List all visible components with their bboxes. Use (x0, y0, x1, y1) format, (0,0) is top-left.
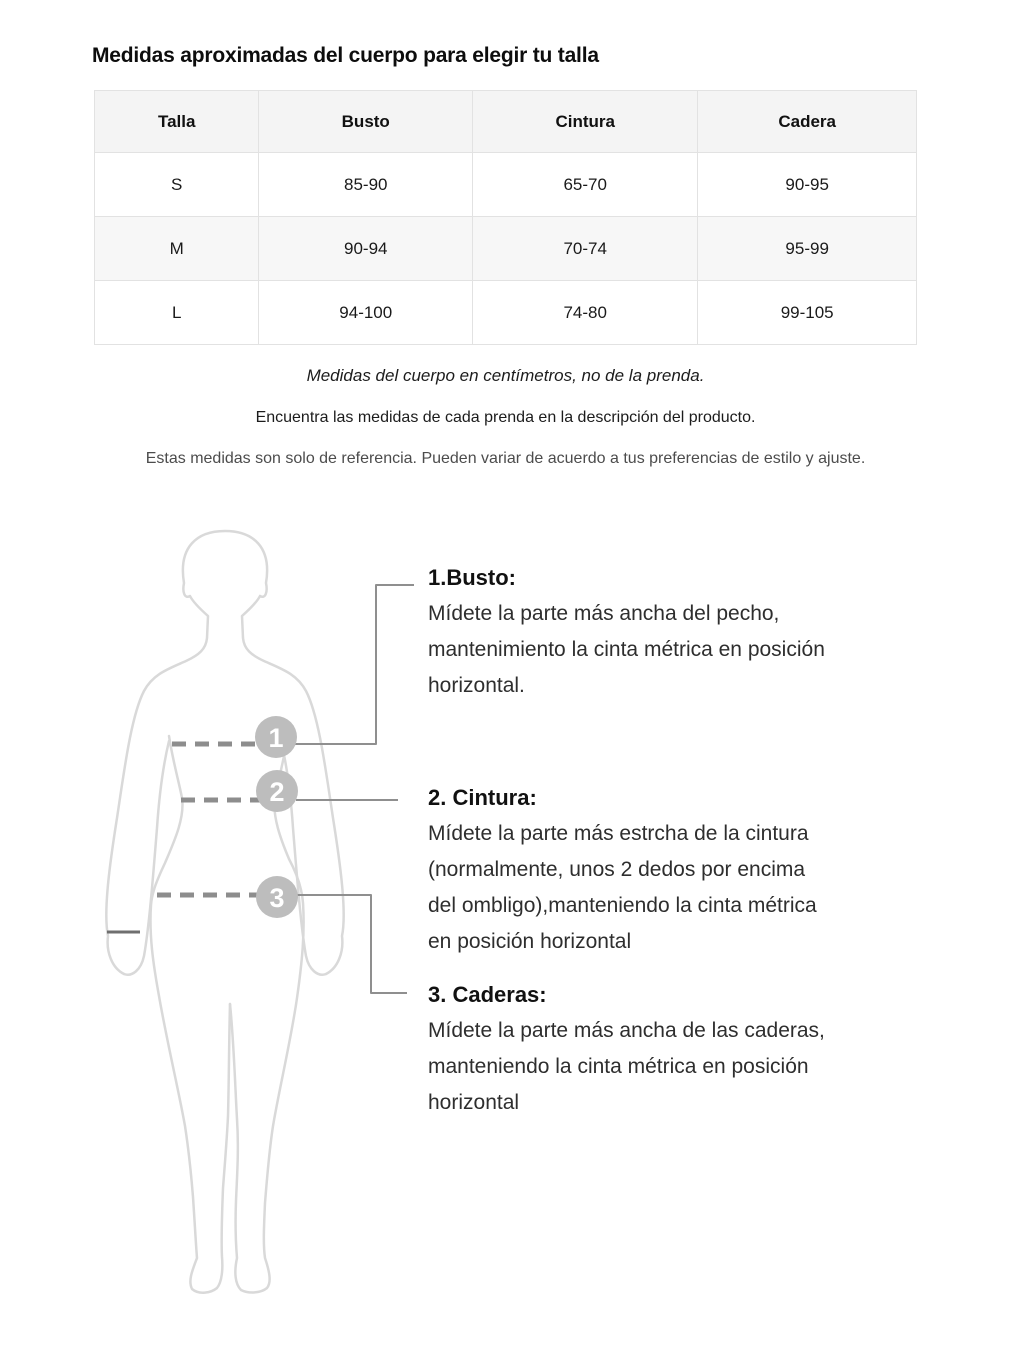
marker-2-number: 2 (269, 777, 284, 807)
waist-instruction-line: del ombligo),manteniendo la cinta métric… (428, 894, 817, 917)
bust-heading: 1.Busto: (428, 565, 516, 590)
cell-cadera: 99-105 (697, 280, 917, 345)
hip-instruction-line: horizontal (428, 1091, 520, 1114)
column-header-cadera: Cadera (697, 90, 917, 153)
bust-instruction-line: horizontal. (428, 674, 525, 697)
column-header-talla: Talla (93, 90, 260, 153)
bust-connector-line (294, 584, 414, 745)
measurement-dash-lines (157, 741, 296, 898)
measurement-markers: 1 2 3 (255, 716, 298, 918)
table-row-size-s: S 85-90 65-70 90-95 (93, 152, 917, 217)
page-title: Medidas aproximadas del cuerpo para eleg… (92, 44, 599, 67)
cell-busto: 90-94 (258, 216, 474, 281)
connector-lines (294, 584, 414, 994)
marker-1-number: 1 (268, 723, 283, 753)
column-header-cintura: Cintura (472, 90, 699, 153)
cell-cintura: 74-80 (472, 280, 699, 345)
cell-talla: L (93, 280, 260, 345)
waist-instruction-line: (normalmente, unos 2 dedos por encima (428, 858, 806, 881)
table-row-size-m: M 90-94 70-74 95-99 (93, 216, 917, 281)
cell-talla: M (93, 216, 260, 281)
cell-cintura: 70-74 (472, 216, 699, 281)
body-right-inner-arm-path (279, 739, 328, 976)
cell-cadera: 95-99 (697, 216, 917, 281)
measurement-unit-note: Medidas del cuerpo en centímetros, no de… (306, 366, 705, 385)
size-table: Talla Busto Cintura Cadera S 85-90 65-70… (93, 90, 917, 345)
marker-3: 3 (256, 876, 298, 918)
marker-3-circle (256, 876, 298, 918)
hip-heading: 3. Caderas: (428, 982, 547, 1007)
marker-1: 1 (255, 716, 297, 758)
female-body-outline-icon (105, 529, 345, 1294)
table-row-size-l: L 94-100 74-80 99-105 (93, 280, 917, 345)
bust-instruction-line: mantenimiento la cinta métrica en posici… (428, 638, 825, 661)
bust-instruction-line: Mídete la parte más ancha del pecho, (428, 602, 780, 625)
waist-instruction-line: Mídete la parte más estrcha de la cintur… (428, 822, 809, 845)
waist-instruction-line: en posición horizontal (428, 930, 632, 953)
marker-2-circle (256, 770, 298, 812)
cell-talla: S (93, 152, 260, 217)
column-header-busto: Busto (258, 90, 474, 153)
size-table-header-row: Talla Busto Cintura Cadera (93, 90, 917, 153)
marker-3-number: 3 (269, 883, 284, 913)
body-right-torso-leg-path (228, 738, 305, 1294)
hip-instruction-line: manteniendo la cinta métrica en posición (428, 1055, 809, 1078)
bust-instructions-section: 1.Busto: Mídete la parte más ancha del p… (428, 563, 944, 704)
marker-2: 2 (256, 770, 298, 812)
cell-cadera: 90-95 (697, 152, 917, 217)
hip-instruction-line: Mídete la parte más ancha de las caderas… (428, 1019, 825, 1042)
body-left-torso-leg-path (149, 734, 232, 1294)
reference-disclaimer-note: Estas medidas son solo de referencia. Pu… (145, 450, 866, 467)
waist-heading: 2. Cintura: (428, 785, 537, 810)
waist-instructions-section: 2. Cintura: Mídete la parte más estrcha … (428, 783, 944, 960)
hip-instructions-section: 3. Caderas: Mídete la parte más ancha de… (428, 980, 944, 1121)
body-left-inner-arm-path (122, 739, 171, 976)
cell-cintura: 65-70 (472, 152, 699, 217)
product-description-note: Encuentra las medidas de cada prenda en … (255, 409, 756, 426)
body-head-arms-path (105, 529, 345, 976)
cell-busto: 94-100 (258, 280, 474, 345)
hip-connector-line (296, 894, 407, 994)
cell-busto: 85-90 (258, 152, 474, 217)
marker-1-circle (255, 716, 297, 758)
